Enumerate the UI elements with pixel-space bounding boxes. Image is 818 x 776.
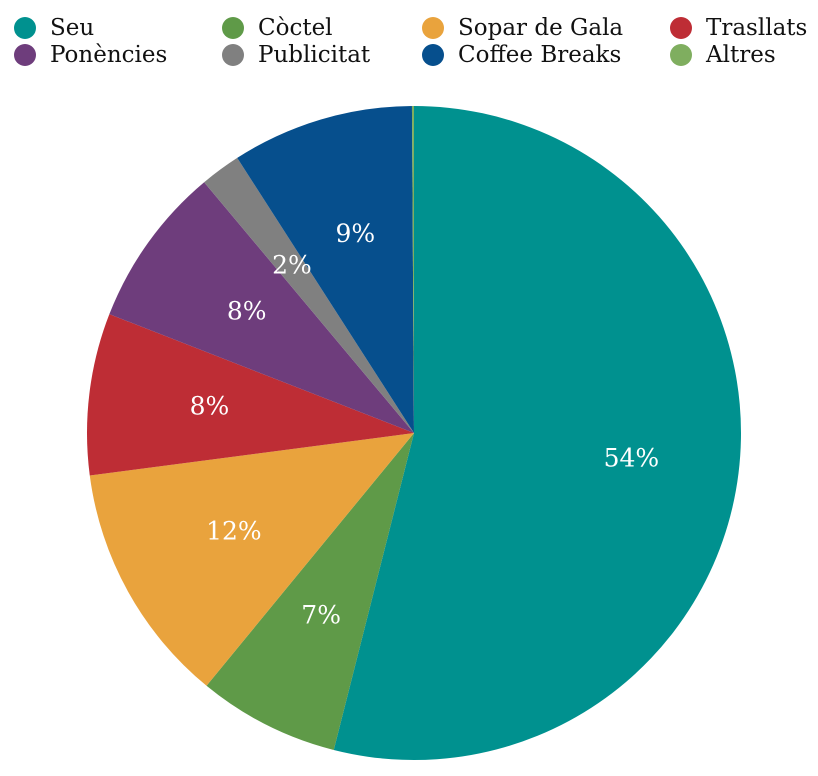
legend-item-altres: Altres (670, 41, 776, 69)
legend-swatch (222, 44, 244, 66)
data-label-seu: 54% (604, 444, 660, 473)
legend-swatch (422, 44, 444, 66)
data-label-sopar-de-gala: 12% (206, 517, 262, 546)
legend-swatch (422, 17, 444, 39)
legend-item-ponencies: Ponències (14, 41, 167, 69)
data-label-ponències: 8% (227, 296, 267, 325)
data-label-trasllats: 8% (190, 392, 230, 421)
data-label-publicitat: 2% (272, 251, 312, 280)
data-label-còctel: 7% (301, 600, 341, 629)
pie-slice-altres (411, 106, 414, 433)
pie-slice-coffee-breaks (237, 106, 414, 433)
legend-label: Coffee Breaks (458, 42, 622, 68)
pie-slice-còctel (206, 433, 414, 751)
legend-swatch (222, 17, 244, 39)
pie-slice-sopar-de-gala (89, 433, 415, 686)
legend-item-trasllats: Trasllats (670, 14, 807, 42)
legend-label: Trasllats (706, 15, 808, 41)
pie-slice-seu (333, 106, 741, 760)
legend-swatch (670, 17, 692, 39)
legend-label: Altres (706, 42, 776, 68)
data-label-coffee-breaks: 9% (336, 219, 376, 248)
legend-item-publicitat: Publicitat (222, 41, 370, 69)
legend-label: Sopar de Gala (458, 15, 624, 41)
legend-swatch (14, 17, 36, 39)
legend-swatch (14, 44, 36, 66)
legend-label: Ponències (50, 42, 168, 68)
legend-item-coffee-breaks: Coffee Breaks (422, 41, 621, 69)
pie-slice-trasllats (86, 314, 414, 476)
chart-legend: Seu Ponències Còctel Publicitat Sopar de… (0, 0, 818, 80)
legend-item-sopar-de-gala: Sopar de Gala (422, 14, 623, 42)
legend-item-seu: Seu (14, 14, 94, 42)
legend-item-coctel: Còctel (222, 14, 333, 42)
pie-slice-ponències (109, 182, 415, 433)
pie-slice-publicitat (204, 157, 414, 433)
legend-swatch (670, 44, 692, 66)
legend-label: Seu (50, 15, 95, 41)
legend-label: Còctel (258, 15, 333, 41)
legend-label: Publicitat (258, 42, 371, 68)
